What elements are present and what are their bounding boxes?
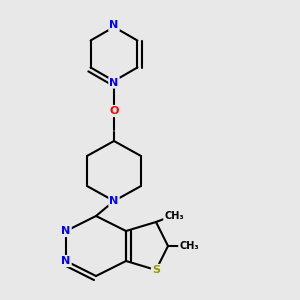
Text: CH₃: CH₃: [179, 241, 199, 251]
Text: S: S: [152, 265, 160, 275]
Text: N: N: [110, 77, 118, 88]
Text: N: N: [110, 196, 118, 206]
Text: N: N: [61, 226, 70, 236]
Text: N: N: [61, 256, 70, 266]
Text: N: N: [110, 20, 118, 31]
Text: CH₃: CH₃: [164, 211, 184, 221]
Text: O: O: [109, 106, 119, 116]
